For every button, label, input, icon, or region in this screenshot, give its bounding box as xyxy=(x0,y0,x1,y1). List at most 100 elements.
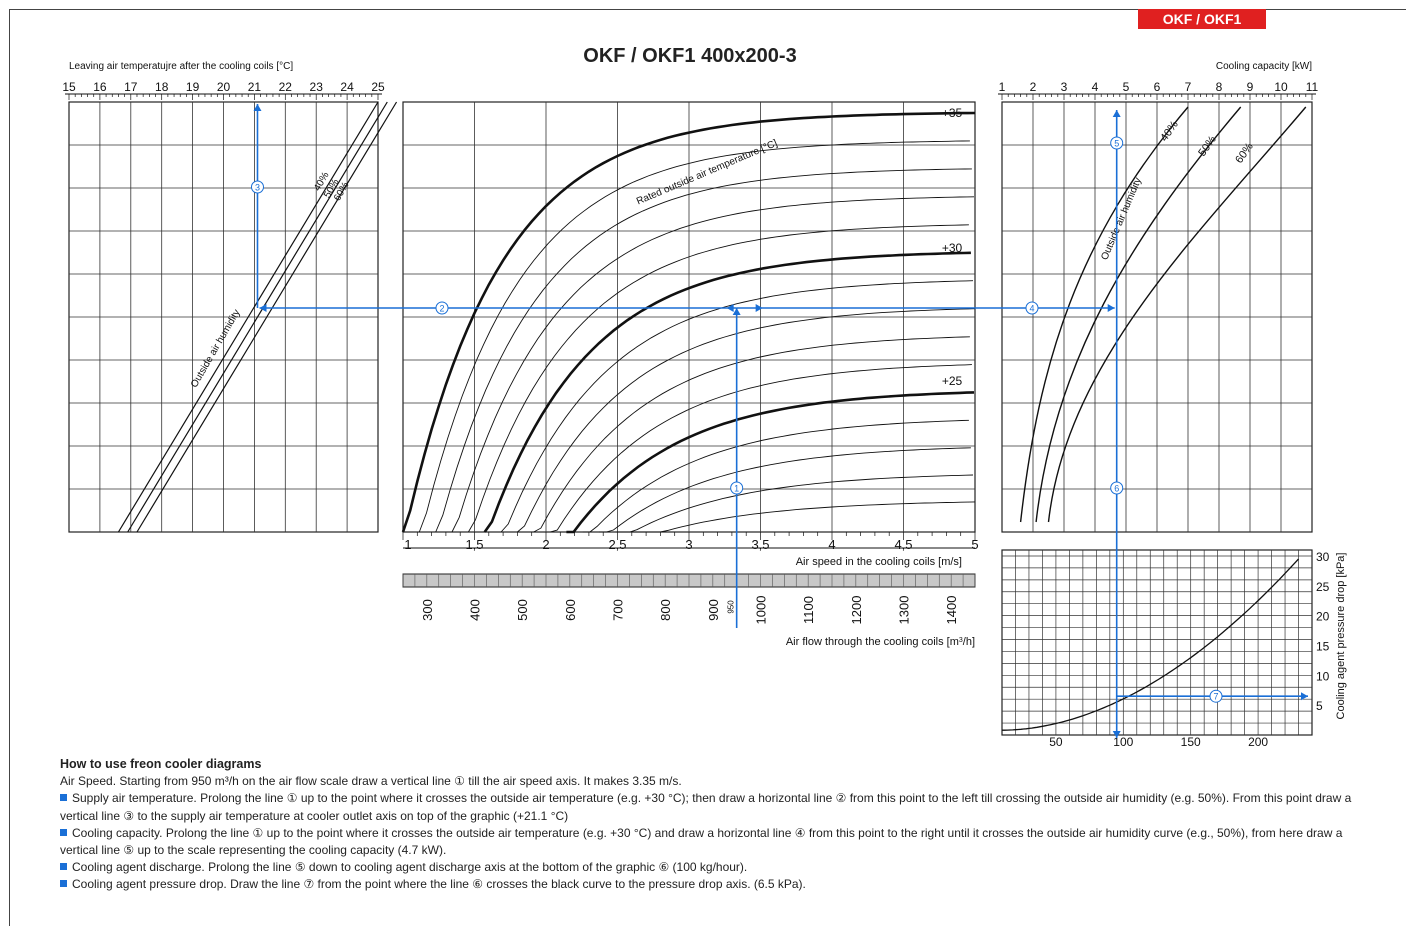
temp-curve-+29 xyxy=(500,280,974,533)
air-flow-tick-label: 300 xyxy=(420,599,435,621)
page-title: OKF / OKF1 400x200-3 xyxy=(583,45,796,67)
press-y-tick-label: 20 xyxy=(1316,610,1330,624)
press-x-tick-label: 150 xyxy=(1181,735,1201,749)
instruction-item: Air Speed. Starting from 950 m³/h on the… xyxy=(60,773,1360,790)
humidity-line-60% xyxy=(136,101,398,533)
instruction-item: Cooling capacity. Prolong the line ① up … xyxy=(60,825,1360,859)
right-curve-label: Outside air humidity xyxy=(1099,176,1144,262)
page-frame xyxy=(9,9,1406,926)
temp-curve-+33 xyxy=(435,168,972,533)
step-marker-label: 7 xyxy=(1213,692,1218,702)
left-tick-label: 19 xyxy=(186,80,200,94)
mid-tick-label: 4 xyxy=(828,537,835,552)
right-tick-label: 5 xyxy=(1123,80,1130,94)
step-marker-label: 2 xyxy=(439,304,444,314)
freon-cooler-diagram: OKF / OKF1 400x200-3 Leaving air tempera… xyxy=(62,45,1347,749)
temp-curve-+30 xyxy=(483,251,971,533)
instructions-heading: How to use freon cooler diagrams xyxy=(60,757,262,771)
air-flow-tick-label: 800 xyxy=(658,599,673,621)
step-marker-6 xyxy=(1110,481,1124,495)
mid-tick-label: 2,5 xyxy=(608,537,626,552)
press-y-tick-label: 5 xyxy=(1316,699,1323,713)
left-chart-title: Leaving air temperatujre after the cooli… xyxy=(69,61,293,72)
right-tick-label: 9 xyxy=(1247,80,1254,94)
step-marker-4 xyxy=(1025,301,1039,315)
temp-curve-+26 xyxy=(549,364,972,533)
mid-tick-label: 1,5 xyxy=(465,537,483,552)
path-arrow-4 xyxy=(1107,304,1115,312)
mid-tick-label: 3,5 xyxy=(751,537,769,552)
leaving-air-temp-chart: Leaving air temperatujre after the cooli… xyxy=(62,61,398,533)
step-marker-2 xyxy=(435,301,449,315)
path-arrow-1 xyxy=(732,308,741,315)
step-marker-label: 5 xyxy=(1114,139,1119,149)
worked-example-path: 1 2 3 4 5 6 7 xyxy=(250,104,1308,738)
temp-curve-+21 xyxy=(631,501,976,533)
mid-tick-label: 3 xyxy=(685,537,692,552)
step-marker-label: 3 xyxy=(255,183,260,193)
mid-tick-label: 2 xyxy=(542,537,549,552)
step-marker-label: 4 xyxy=(1029,304,1034,314)
instruction-item: Cooling agent discharge. Prolong the lin… xyxy=(60,859,1360,876)
air-flow-tick-label: 500 xyxy=(515,599,530,621)
capacity-curve-50% xyxy=(1035,106,1242,523)
temp-curve-+23 xyxy=(599,447,971,533)
air-flow-tick-label: 900 xyxy=(706,599,721,621)
left-tick-label: 21 xyxy=(248,80,262,94)
left-tick-label: 20 xyxy=(217,80,231,94)
capacity-curve-40% xyxy=(1019,106,1189,523)
temp-series-label: +35 xyxy=(942,106,963,120)
air-flow-tick-label: 1000 xyxy=(754,596,769,625)
humidity-line-50% xyxy=(127,101,388,533)
press-y-tick-label: 10 xyxy=(1316,669,1330,683)
air-flow-tick-label: 1200 xyxy=(849,596,864,625)
press-x-tick-label: 100 xyxy=(1113,735,1133,749)
bullet-square-icon xyxy=(60,863,67,871)
path-arrow-2 xyxy=(259,304,267,312)
air-flow-tick-label: 600 xyxy=(563,599,578,621)
bullet-square-icon xyxy=(60,828,67,836)
pressure-drop-curve xyxy=(1002,558,1299,731)
right-series-label: 60% xyxy=(1233,141,1256,166)
step-marker-7 xyxy=(1209,689,1223,703)
cooling-capacity-chart: Cooling capacity [kW] 1 2 3 4 5 6 7 8 9 10 11 Outsid… xyxy=(998,61,1319,533)
instruction-item: Supply air temperature. Prolong the line… xyxy=(60,790,1360,824)
step-marker-label: 6 xyxy=(1114,484,1119,494)
humidity-line-40% xyxy=(117,101,379,533)
air-flow-axis-label: Air flow through the cooling coils [m3/h… xyxy=(786,636,975,648)
temp-curve-+35 xyxy=(401,111,976,533)
right-tick-label: 11 xyxy=(1306,80,1319,94)
right-tick-label: 6 xyxy=(1154,80,1161,94)
temp-curve-+28 xyxy=(517,308,976,533)
temp-series-label: +25 xyxy=(942,374,963,388)
left-tick-label: 15 xyxy=(62,80,76,94)
press-x-tick-label: 200 xyxy=(1248,735,1268,749)
path-arrow-4b xyxy=(755,304,763,312)
temp-curve-+32 xyxy=(451,196,975,533)
right-tick-label: 7 xyxy=(1185,80,1192,94)
press-frame xyxy=(1001,549,1313,736)
step-marker-label: 1 xyxy=(734,484,739,494)
right-series-label: 40% xyxy=(1158,119,1181,144)
step-marker-1 xyxy=(730,481,744,495)
right-chart-title: Cooling capacity [kW] xyxy=(1216,61,1312,72)
air-flow-tick-label: 1400 xyxy=(944,596,959,625)
press-y-tick-label: 30 xyxy=(1316,550,1330,564)
left-tick-label: 16 xyxy=(93,80,107,94)
mid-tick-label: 1 xyxy=(404,537,411,552)
step-marker-5 xyxy=(1110,136,1124,150)
temp-curve-+34 xyxy=(418,140,970,533)
instruction-text: Supply air temperature. Prolong the line… xyxy=(60,791,1352,823)
bullet-square-icon xyxy=(60,880,67,888)
mid-tick-label: 5 xyxy=(971,537,978,552)
instruction-item: Cooling agent pressure drop. Draw the li… xyxy=(60,876,1360,893)
temp-curve-+27 xyxy=(533,336,970,533)
air-flow-tick-label: 1100 xyxy=(801,596,816,624)
step-marker-3 xyxy=(250,180,264,194)
right-tick-label: 2 xyxy=(1030,80,1037,94)
right-tick-label: 10 xyxy=(1274,80,1288,94)
right-tick-label: 8 xyxy=(1216,80,1223,94)
press-y-axis-label: Cooling agent pressure drop [kPa] xyxy=(1335,553,1347,720)
air-speed-chart: 1 1,5 2 2,5 3 3,5 4 4,5 5 Air speed in the coolin… xyxy=(401,101,979,648)
